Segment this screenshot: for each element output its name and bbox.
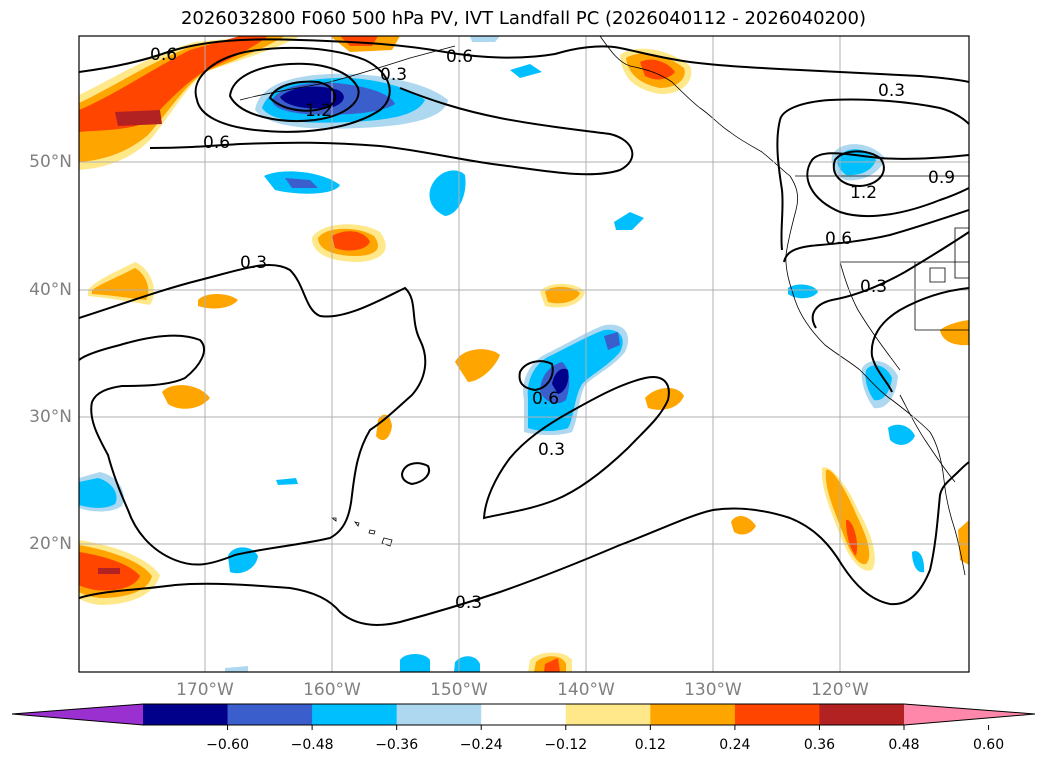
contour-label: 0.3 [455, 593, 482, 613]
map-frame [78, 35, 970, 673]
lon-label: 150°W [430, 680, 488, 700]
graticule [79, 36, 969, 672]
colorbar-cell [819, 704, 905, 725]
colorbar-cell [565, 704, 651, 725]
colorbar-tick-label: −0.36 [375, 737, 419, 753]
contour-label: 1.2 [305, 101, 332, 121]
lat-label: 30°N [29, 407, 72, 427]
colorbar-tick-label: −0.60 [206, 737, 249, 753]
colorbar-cell [481, 704, 567, 725]
lon-label: 130°W [684, 680, 742, 700]
contour-label: 0.3 [240, 253, 267, 273]
lon-label: 120°W [811, 680, 869, 700]
contour-label: 0.6 [825, 229, 852, 249]
contour-label: 0.6 [446, 47, 473, 67]
contour-label: 0.3 [860, 277, 887, 297]
colorbar-tick-label: 0.12 [634, 737, 666, 753]
pv-fill-layer [79, 36, 969, 672]
contour-label: 0.3 [380, 65, 407, 85]
colorbar-tick-label: 0.24 [719, 737, 751, 753]
colorbar-extend-high [904, 704, 1035, 725]
colorbar-cell [650, 704, 736, 725]
map-title: 2026032800 F060 500 hPa PV, IVT Landfall… [180, 8, 867, 29]
contour-labels: 0.6 0.6 0.6 1.2 0.3 0.3 0.6 0.3 0.3 0.3 … [150, 45, 955, 613]
contour-label: 0.3 [878, 81, 905, 101]
colorbar-cell [312, 704, 398, 725]
lon-label: 160°W [303, 680, 361, 700]
coastline-layer [239, 36, 969, 576]
contour-label: 0.9 [928, 168, 955, 188]
colorbar [11, 703, 1036, 726]
colorbar-cell [227, 704, 313, 725]
colorbar-cell [396, 704, 482, 725]
contour-label: 0.6 [203, 133, 230, 153]
colorbar-tick-label: −0.24 [459, 737, 503, 753]
colorbar-tick-label: −0.48 [290, 737, 334, 753]
lat-label: 40°N [29, 280, 72, 300]
lon-label: 140°W [557, 680, 615, 700]
contour-label: 0.6 [150, 45, 177, 65]
colorbar-cell [143, 704, 229, 725]
map-background [79, 36, 969, 672]
lat-label: 20°N [29, 534, 72, 554]
lat-label: 50°N [29, 152, 72, 172]
colorbar-tick-label: −0.12 [544, 737, 588, 753]
ivt-contours [79, 38, 969, 626]
colorbar-tick-label: 0.48 [888, 737, 920, 753]
contour-label: 0.6 [532, 389, 559, 409]
contour-label: 1.2 [850, 183, 877, 203]
lon-label: 170°W [176, 680, 234, 700]
colorbar-tick-label: 0.60 [972, 737, 1005, 753]
colorbar-extend-low [12, 704, 143, 725]
colorbar-tick-label: 0.36 [803, 737, 836, 753]
colorbar-cell [734, 704, 820, 725]
contour-label: 0.3 [538, 440, 565, 460]
